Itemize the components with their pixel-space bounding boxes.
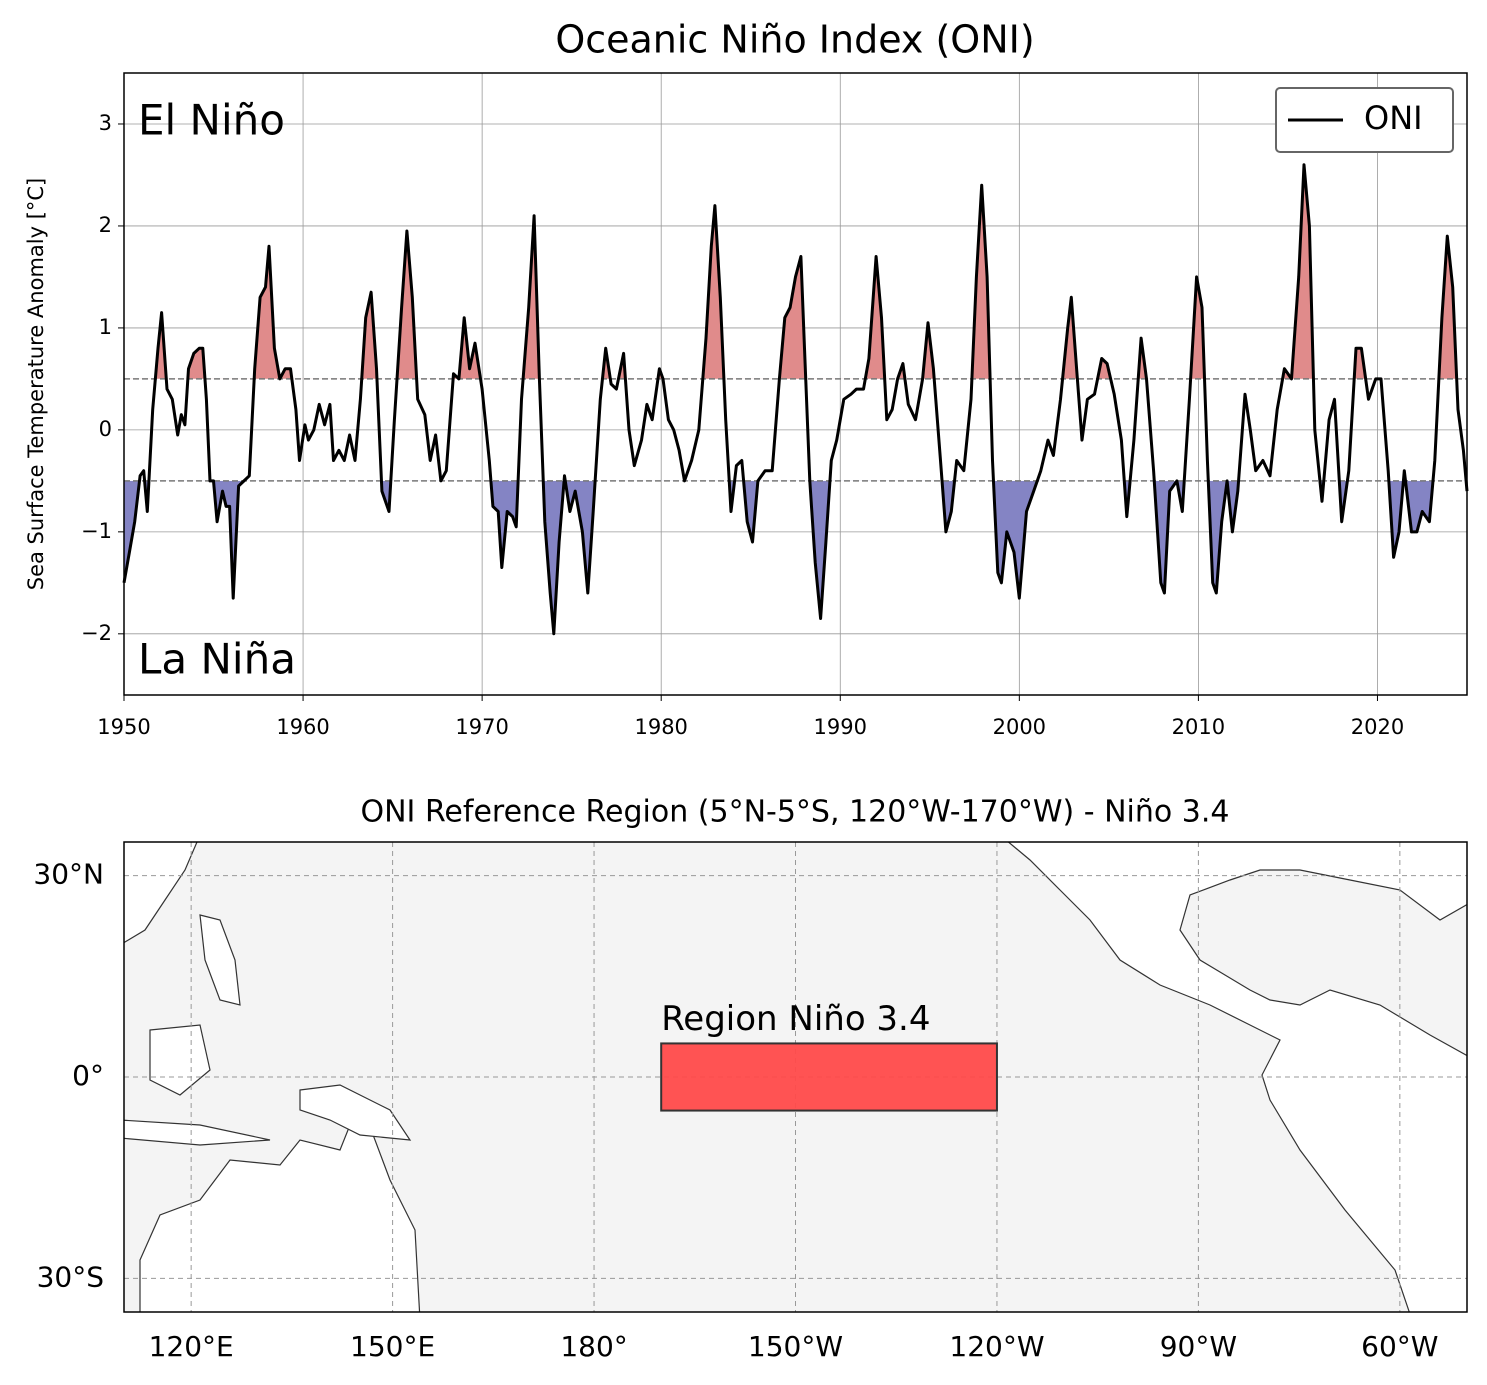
x-tick-label: 180°: [560, 1330, 627, 1363]
x-tick-label: 150°E: [350, 1330, 435, 1363]
chart-title: Oceanic Niño Index (ONI): [555, 18, 1034, 62]
legend-label: ONI: [1364, 99, 1423, 137]
americas: [1007, 842, 1467, 1312]
y-tick-label: −1: [81, 519, 112, 543]
el-nino-label: El Niño: [138, 96, 285, 145]
x-tick-label: 150°W: [748, 1330, 843, 1363]
y-tick-label: −2: [81, 621, 112, 645]
y-tick-label: 1: [99, 315, 112, 339]
philippines: [199, 914, 241, 1006]
y-tick-label: 30°S: [37, 1260, 104, 1293]
x-tick-label: 1980: [634, 715, 687, 739]
x-tick-label: 120°E: [149, 1330, 234, 1363]
la-nina-label: La Niña: [138, 635, 296, 684]
y-tick-label: 0: [99, 417, 112, 441]
x-tick-label: 1970: [455, 715, 508, 739]
legend-box: [1275, 87, 1454, 153]
new-guinea: [299, 1084, 412, 1141]
coastlines: [124, 842, 1467, 1312]
el-nino-area: [155, 164, 1457, 379]
x-tick-label: 1990: [814, 715, 867, 739]
y-tick-label: 30°N: [33, 858, 104, 891]
x-tick-label: 2000: [993, 715, 1046, 739]
x-tick-label: 1960: [276, 715, 329, 739]
x-tick-label: 120°W: [949, 1330, 1044, 1363]
x-tick-label: 2010: [1172, 715, 1225, 739]
plot-frame: [123, 72, 1468, 696]
region-label: Region Niño 3.4: [661, 999, 930, 1039]
australia: [139, 1098, 421, 1312]
x-tick-label: 60°W: [1361, 1330, 1438, 1363]
oni-line: [122, 163, 1469, 636]
y-axis-label: Sea Surface Temperature Anomaly [°C]: [24, 178, 48, 591]
map-title: ONI Reference Region (5°N-5°S, 120°W-170…: [361, 795, 1230, 830]
la-nina-area: [124, 480, 1467, 634]
y-tick-label: 2: [99, 213, 112, 237]
y-tick-label: 0°: [72, 1059, 104, 1092]
asia: [124, 842, 198, 944]
x-tick-label: 2020: [1351, 715, 1404, 739]
nino34-region: [660, 1042, 998, 1112]
indonesia: [124, 1119, 271, 1146]
x-tick-label: 90°W: [1160, 1330, 1237, 1363]
map-frame: [123, 841, 1468, 1313]
y-tick-label: 3: [99, 111, 112, 135]
x-tick-label: 1950: [97, 715, 150, 739]
